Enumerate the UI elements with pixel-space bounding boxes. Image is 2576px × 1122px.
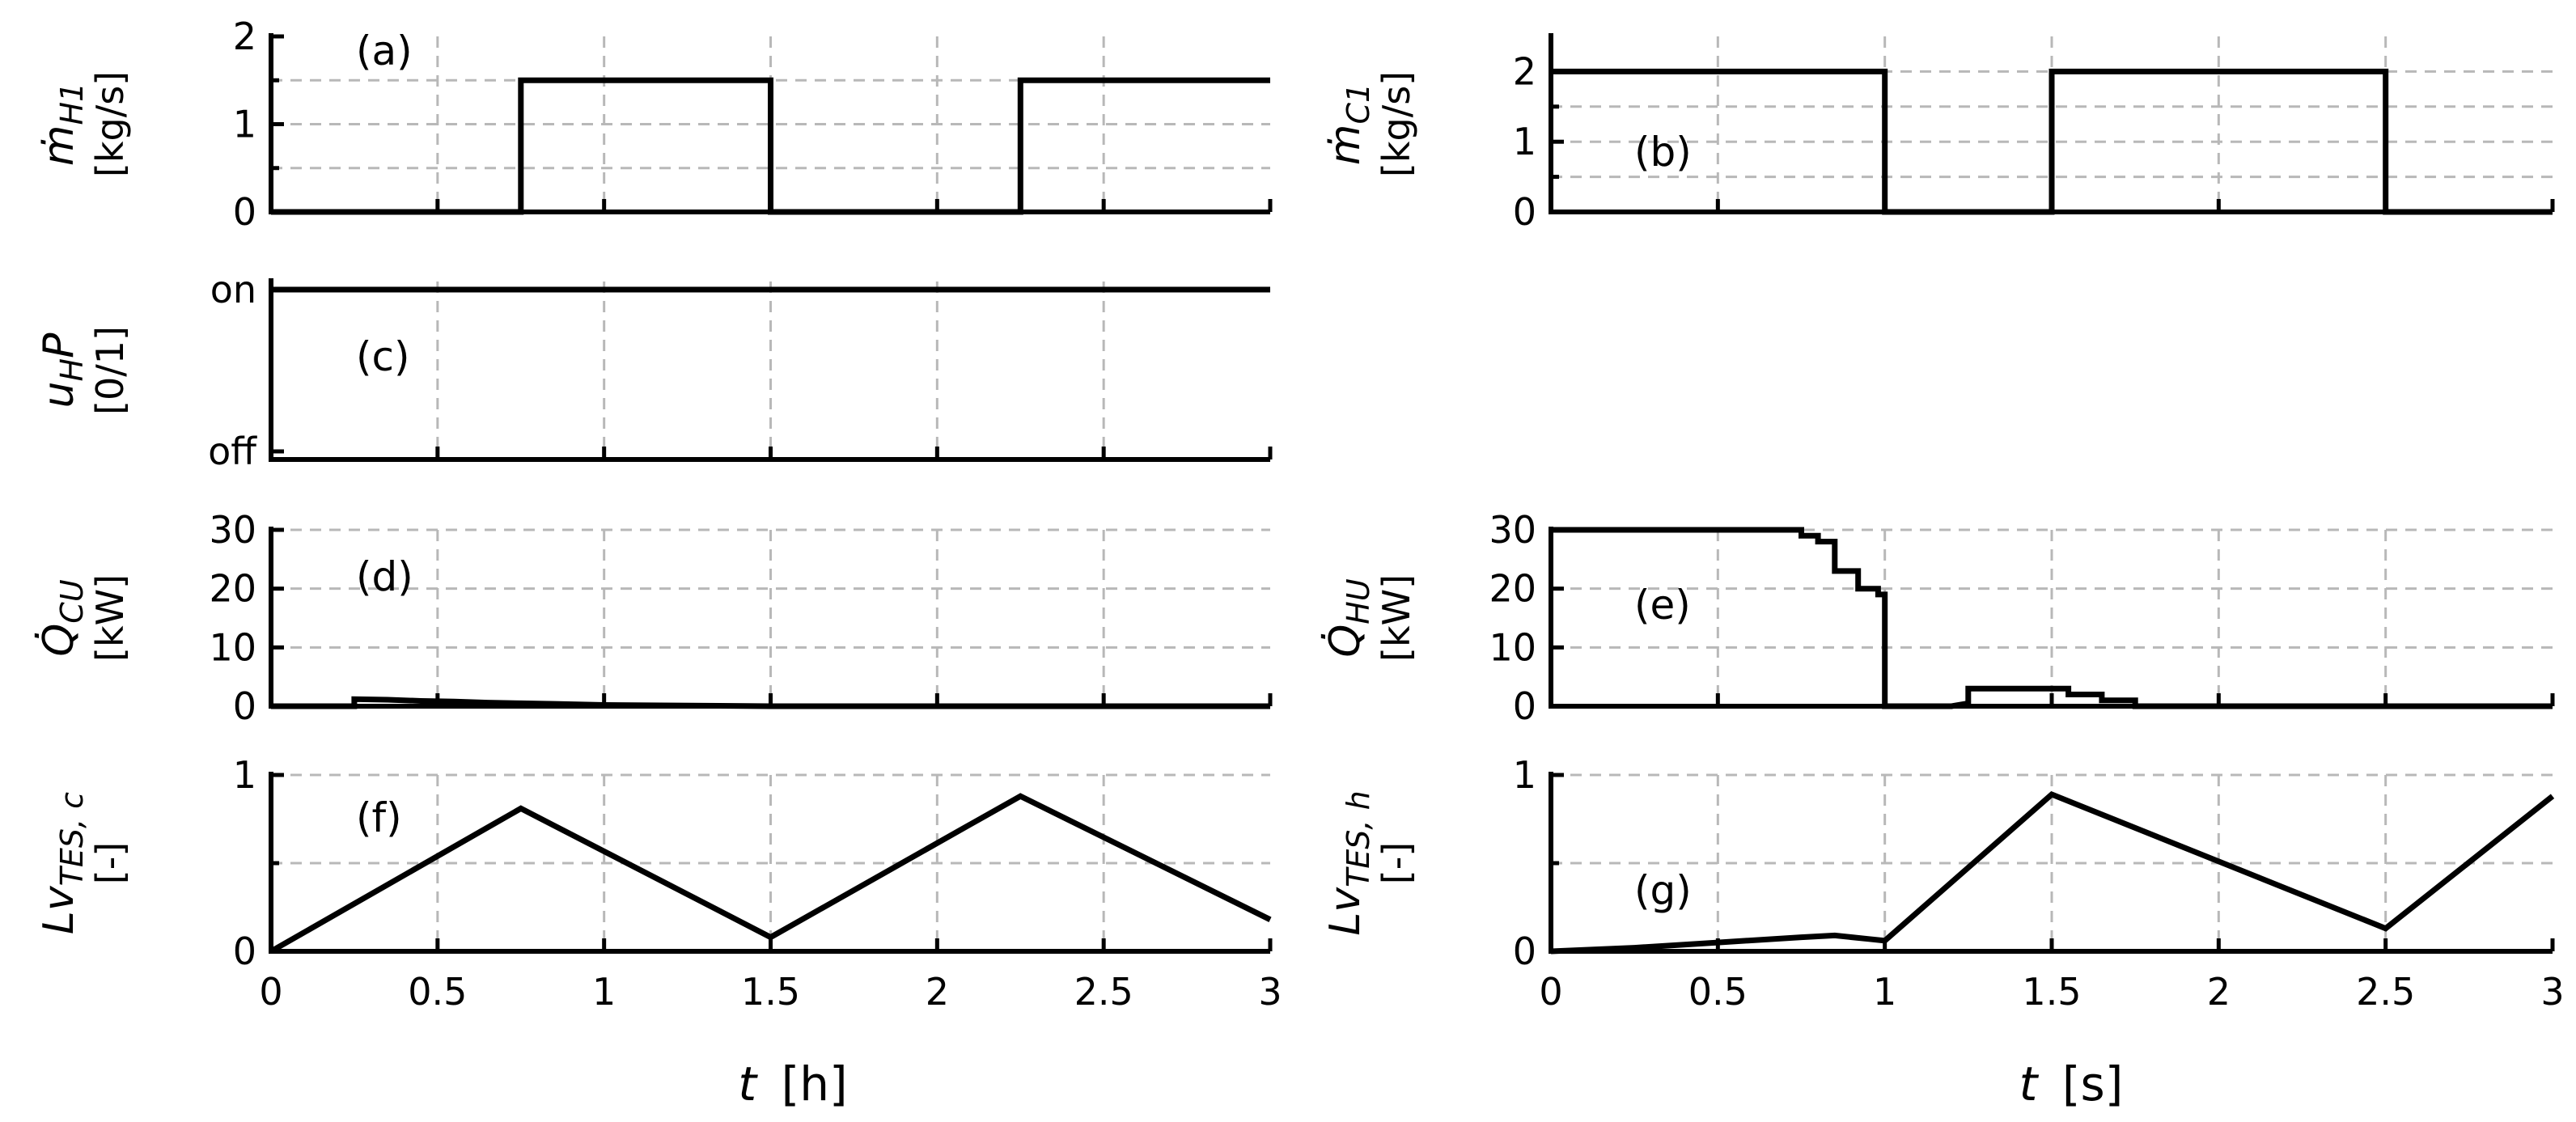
series-line-f: [269, 793, 1272, 955]
panel-g: 0 1 0 0.5 1 1.5 2 2.5 3 (g) LvTES, h[-]: [1321, 753, 2565, 1014]
x-tick-label: 0.5: [1688, 970, 1748, 1014]
y-axis-unit: [kg/s]: [88, 71, 132, 177]
y-axis-title: LvTES, h: [1321, 790, 1376, 935]
y-axis-symbol: ṁ: [35, 125, 83, 167]
y-tick-label: 0: [1513, 684, 1536, 728]
x-tick-label: 2.5: [1074, 970, 1133, 1014]
x-tick-label: 1: [1873, 970, 1896, 1014]
y-axis-subscript: TES, c: [54, 792, 90, 887]
x-axis-symbol-right: t: [2019, 1056, 2040, 1111]
y-axis-subscript: H1: [54, 83, 90, 125]
series-line-a: [271, 77, 1270, 215]
y-axis-symbol: Q̇: [1321, 625, 1370, 658]
y-tick-label: on: [210, 268, 256, 311]
x-axis-title-right: t [s]: [2019, 1056, 2124, 1111]
y-axis-symbol: u: [35, 381, 83, 408]
y-tick-label: 2: [1513, 49, 1536, 93]
y-tick-label: 30: [1489, 508, 1536, 552]
panel-a: 0 1 2 (a) ṁH1[kg/s]: [35, 15, 1273, 234]
y-axis-unit: [0/1]: [88, 326, 132, 415]
y-tick-label: 20: [209, 567, 256, 611]
y-axis-subscript: TES, h: [1341, 790, 1376, 887]
y-tick-label: 1: [1513, 753, 1536, 797]
x-axis-title-left: t [h]: [738, 1056, 847, 1111]
y-axis-symbol: Q̇: [35, 624, 83, 657]
y-axis-subscript: C1: [1341, 83, 1376, 125]
x-tick-label: 3: [1258, 970, 1282, 1014]
y-axis-title: uHP: [35, 332, 90, 409]
panel-d: 0 10 20 30 (d) Q̇CU[kW]: [35, 508, 1273, 728]
series-line-g: [1550, 790, 2555, 955]
y-axis-title: ṁH1: [35, 83, 90, 166]
y-tick-label: 1: [233, 753, 256, 797]
series-line-d: [271, 696, 1270, 709]
y-axis-title: LvTES, c: [35, 792, 90, 934]
panels: 012 (a)ṁH1[kg/s]012(b)ṁC1[kg/s]offon(c)uH…: [35, 15, 2565, 1014]
y-tick-label: off: [208, 430, 257, 473]
panel-label: (e): [1634, 582, 1691, 629]
y-tick-label: 1: [1513, 120, 1536, 163]
x-tick-label: 2: [2207, 970, 2231, 1014]
x-tick-label: 1.5: [2022, 970, 2081, 1014]
y-axis-title: ṁC1: [1321, 83, 1376, 165]
y-tick-label: 10: [209, 625, 256, 669]
x-tick-label: 0: [1539, 970, 1562, 1014]
x-axis-unit-right: [s]: [2062, 1056, 2123, 1111]
series-line-b: [1551, 68, 2553, 215]
y-tick-label: 0: [1513, 929, 1536, 973]
y-axis-symbol: ṁ: [1321, 125, 1370, 166]
x-tick-label: 1: [592, 970, 616, 1014]
y-axis-unit: [kg/s]: [1375, 71, 1418, 177]
y-tick-label: 0: [1513, 190, 1536, 234]
y-axis-unit: [-]: [1375, 842, 1418, 885]
y-tick-label: 30: [209, 508, 256, 552]
x-tick-label: 3: [2540, 970, 2564, 1014]
x-tick-label: 0: [259, 970, 282, 1014]
panel-b: 0 1 2 (b) ṁC1[kg/s]: [1321, 33, 2555, 234]
x-axis-symbol-left: t: [738, 1056, 758, 1111]
y-tick-label: 20: [1489, 567, 1536, 611]
y-tick-label: 1: [233, 103, 256, 146]
y-axis-symbol-tail: P: [35, 332, 83, 358]
y-axis-unit: [kW]: [88, 574, 132, 662]
panel-label: (b): [1634, 129, 1692, 176]
panel-label: (g): [1634, 867, 1692, 914]
series-line-e: [1551, 527, 2553, 709]
y-tick-label: 0: [233, 929, 256, 973]
y-tick-label: 0: [233, 684, 256, 728]
panel-label: (c): [356, 333, 410, 380]
y-axis-unit: [-]: [88, 842, 132, 885]
x-tick-label: 1.5: [741, 970, 800, 1014]
y-axis-unit: [kW]: [1375, 574, 1418, 662]
panel-label: (f): [356, 794, 402, 841]
y-axis-subscript: H: [54, 358, 90, 382]
panel-label: (d): [356, 553, 413, 600]
panel-label: (a): [356, 28, 413, 74]
panel-f: 0 1 0 0.5 1 1.5 2 2.5 3 (f) LvTES, c[-]: [35, 753, 1282, 1014]
y-axis-subscript: CU: [54, 579, 90, 624]
y-axis-title: Q̇CU: [35, 579, 90, 656]
y-tick-label: 10: [1489, 625, 1536, 669]
x-tick-label: 2: [926, 970, 949, 1014]
y-tick-label: 2: [233, 15, 256, 58]
panel-c: off on (c) uHP [0/1]: [35, 268, 1273, 473]
y-axis-symbol: Lv: [35, 885, 83, 934]
x-axis-unit-left: [h]: [782, 1056, 848, 1111]
x-tick-label: 2.5: [2356, 970, 2415, 1014]
y-axis-title: Q̇HU: [1321, 578, 1376, 658]
y-axis-subscript: HU: [1341, 578, 1376, 625]
y-axis-symbol: Lv: [1321, 887, 1370, 936]
panel-e: 0 10 20 30 (e) Q̇HU[kW]: [1321, 508, 2555, 728]
x-tick-label: 0.5: [408, 970, 467, 1014]
y-tick-label: 0: [233, 190, 256, 234]
